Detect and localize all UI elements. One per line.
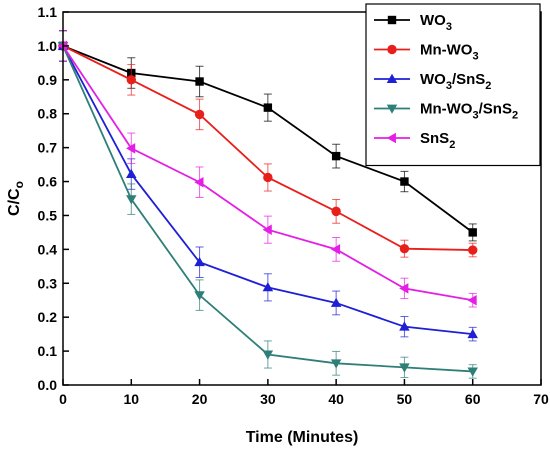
legend-marker: [386, 104, 398, 114]
data-point: [194, 109, 205, 120]
legend-item: WO3/SnS2: [374, 71, 491, 92]
y-tick-label: 0.3: [38, 275, 58, 291]
legend-label: Mn-WO3/SnS2: [420, 101, 518, 122]
y-tick-label: 1.1: [38, 4, 58, 20]
legend-marker: [386, 132, 396, 144]
y-tick-label: 0.0: [38, 377, 58, 393]
x-tick-label: 30: [260, 391, 276, 407]
data-point: [194, 176, 204, 188]
data-point: [331, 151, 341, 161]
y-tick-label: 0.7: [38, 140, 58, 156]
x-tick-label: 60: [465, 391, 481, 407]
legend-marker: [387, 15, 397, 25]
data-point: [194, 291, 205, 301]
data-point: [126, 168, 137, 179]
data-point: [126, 143, 136, 154]
legend-label: Mn-WO3: [420, 42, 479, 63]
data-point: [399, 283, 409, 294]
y-tick-label: 0.1: [38, 343, 58, 359]
y-tick-label: 0.9: [38, 72, 58, 88]
data-point: [262, 282, 274, 292]
data-point: [262, 224, 272, 235]
legend-item: SnS2: [374, 130, 455, 151]
data-point: [399, 321, 410, 331]
x-tick-label: 70: [533, 391, 549, 407]
data-point: [467, 367, 478, 377]
data-point: [126, 75, 136, 85]
data-point: [331, 206, 341, 217]
legend-item: WO3: [374, 12, 452, 33]
y-axis-title-sub: o: [12, 181, 26, 188]
data-point: [262, 350, 274, 360]
y-axis-title-main: C/C: [6, 188, 23, 216]
data-point: [468, 228, 477, 237]
plot-frame: [62, 11, 542, 386]
data-point: [263, 103, 273, 112]
y-tick-label: 0.2: [38, 309, 58, 325]
data-point: [195, 77, 204, 86]
y-tick-label: 1.0: [38, 38, 58, 54]
axes: 0 10 20 30 40 50 60 70 0.0 0.1 0.2 0.3 0.4 0.5 0.6 0.7 0…: [38, 4, 549, 407]
plot-area: [57, 30, 478, 379]
data-point: [126, 195, 137, 205]
y-tick-label: 0.8: [38, 106, 58, 122]
y-tick-label: 0.6: [38, 174, 58, 190]
data-point: [400, 177, 409, 186]
x-tick-label: 20: [192, 391, 208, 407]
y-tick-label: 0.5: [38, 207, 58, 223]
y-tick-label: 0.4: [38, 241, 58, 257]
x-tick-label: 50: [397, 391, 413, 407]
y-axis-title: C/Co: [6, 181, 26, 216]
series-4: [57, 30, 477, 308]
data-point: [467, 294, 477, 306]
legend-item: Mn-WO3: [374, 42, 479, 63]
legend-item: Mn-WO3/SnS2: [374, 101, 518, 122]
data-point: [194, 256, 205, 267]
legend-label: WO3: [420, 12, 452, 33]
legend-label: WO3/SnS2: [420, 71, 491, 92]
data-point: [399, 243, 410, 254]
x-tick-label: 10: [123, 391, 139, 407]
x-tick-label: 0: [59, 391, 67, 407]
data-point: [468, 245, 478, 255]
data-point: [330, 244, 341, 255]
legend-marker: [386, 73, 398, 83]
data-point: [330, 359, 342, 369]
legend-marker: [387, 44, 397, 55]
data-point: [467, 328, 478, 339]
x-axis-title: Time (Minutes): [246, 429, 359, 446]
data-point: [399, 363, 410, 373]
legend: WO3 Mn-WO3 WO3/SnS2 Mn-WO3/SnS2 SnS2: [365, 3, 541, 167]
legend-label: SnS2: [420, 130, 455, 151]
data-point: [330, 297, 342, 307]
x-tick-label: 40: [328, 391, 344, 407]
data-point: [263, 172, 273, 183]
